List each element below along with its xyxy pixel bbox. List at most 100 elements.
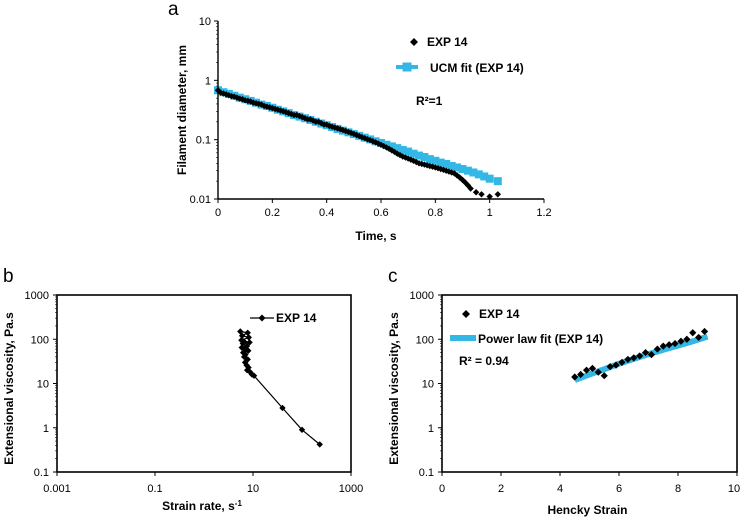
- x-tick-label: 10: [247, 483, 259, 495]
- x-tick-label: 0.6: [373, 207, 388, 219]
- x-tick-label: 0: [439, 483, 445, 495]
- ucm-fit-point: [474, 170, 483, 179]
- x-tick-label: 0: [215, 207, 221, 219]
- exp14-point: [437, 165, 444, 173]
- exp14-point: [588, 364, 597, 372]
- legend-label-exp14: EXP 14: [427, 35, 468, 49]
- exp14-point: [260, 102, 268, 110]
- x-tick-label: 1.2: [536, 207, 551, 219]
- ucm-fit-point: [463, 166, 472, 175]
- x-tick-label: 4: [557, 483, 563, 495]
- legend-marker-exp14: [258, 314, 266, 322]
- panel-c: c 0.1 1 10 100 1000 0 2 4 6 8 10 EXP 14 Power law fit…: [387, 266, 740, 517]
- y-axis-title: Extensional viscosity, Pa.s: [2, 312, 16, 465]
- exp14-point: [282, 109, 290, 116]
- ucm-fit-point: [393, 144, 402, 153]
- x-tick-label: 0.4: [319, 207, 334, 219]
- ucm-fit-point: [387, 142, 396, 151]
- y-tick-label: 100: [416, 334, 434, 346]
- legend-marker-exp14: [410, 38, 418, 46]
- exp14-point: [236, 95, 243, 102]
- exp14-point: [695, 333, 703, 342]
- exp14-point: [245, 334, 252, 341]
- ucm-fit-point: [453, 163, 462, 172]
- y-tick-label: 10: [422, 379, 434, 391]
- exp14-point: [244, 97, 252, 105]
- legend-label-exp14: EXP 14: [276, 311, 317, 325]
- exp14-point: [366, 136, 374, 144]
- ucm-fit-point: [415, 151, 424, 160]
- exp14-point: [641, 348, 650, 357]
- exp14-point: [618, 358, 626, 366]
- exp14-point: [472, 189, 480, 196]
- exp14-point: [606, 363, 614, 371]
- exp14-point: [671, 339, 679, 348]
- ucm-fit-point: [442, 159, 451, 168]
- annotation-r2: R² = 0.94: [459, 354, 509, 368]
- exp14-point: [244, 329, 251, 336]
- exp14-point: [245, 347, 252, 354]
- exp14-point: [279, 404, 286, 412]
- ucm-fit-point: [431, 156, 440, 165]
- panel-b: b 0.1 1 10 100 1000 0.001 0.1 10 1000 EXP 14 Strain…: [2, 266, 363, 513]
- legend-label-ucm: UCM fit (EXP 14): [430, 61, 524, 75]
- ucm-fit-point: [409, 149, 418, 158]
- x-tick-label: 0.1: [147, 483, 162, 495]
- exp14-point: [683, 335, 691, 343]
- legend-marker-ucm: [402, 62, 412, 72]
- x-axis-title: Strain rate, s-1: [162, 499, 242, 514]
- exp14-point: [233, 94, 241, 101]
- ucm-fit-point: [458, 165, 467, 174]
- exp14-point: [448, 169, 455, 176]
- panel-label-a: a: [168, 0, 179, 20]
- ucm-fit-point: [469, 168, 478, 177]
- x-tick-label: 0.001: [43, 483, 71, 495]
- exp14-point: [594, 368, 602, 376]
- panel-label-c: c: [388, 266, 398, 287]
- exp14-point: [298, 426, 306, 433]
- exp14-point: [478, 191, 485, 198]
- y-axis-title: Filament diameter, mm: [175, 45, 189, 175]
- exp14-point: [415, 160, 423, 167]
- exp14-point: [271, 105, 279, 113]
- y-tick-label: 10: [199, 16, 211, 28]
- exp14-point: [659, 342, 667, 350]
- x-axis-title: Time, s: [355, 229, 396, 243]
- superscript: -1: [235, 499, 243, 508]
- exp14-point: [624, 355, 632, 364]
- panel-a: a 0.01 0.1 1 10 0 0.2 0.4 0.6 0.8 1 1.2 EXP 14 UCM fi…: [168, 0, 552, 243]
- exp14-point: [385, 145, 393, 153]
- exp14-point: [296, 112, 303, 120]
- y-tick-label: 100: [31, 334, 49, 346]
- exp14-point: [486, 193, 493, 200]
- exp14-point: [700, 327, 709, 336]
- exp14-point: [301, 115, 309, 122]
- exp14-point: [307, 116, 314, 123]
- y-tick-label: 1000: [25, 290, 49, 302]
- y-tick-label: 0.1: [419, 467, 434, 479]
- y-tick-label: 10: [37, 379, 49, 391]
- exp14-point: [241, 345, 248, 353]
- exp14-point: [630, 354, 638, 362]
- exp14-point: [571, 373, 579, 381]
- ucm-fit-point: [425, 155, 434, 164]
- exp14-point: [582, 366, 591, 374]
- x-tick-label: 10: [728, 483, 740, 495]
- annotation-r2: R²=1: [416, 94, 443, 108]
- exp14-point: [225, 92, 233, 99]
- x-tick-label: 2: [498, 483, 504, 495]
- x-tick-label: 1: [487, 207, 493, 219]
- ucm-fit-point: [493, 177, 502, 186]
- ucm-fit-point: [420, 153, 429, 162]
- x-tick-label: 8: [675, 483, 681, 495]
- ucm-fit-point: [404, 147, 413, 156]
- y-tick-label: 0.01: [190, 194, 211, 206]
- y-tick-label: 0.1: [34, 467, 49, 479]
- exp14-point: [577, 370, 585, 379]
- exp14-point: [237, 328, 244, 335]
- exp14-point: [689, 329, 697, 337]
- x-tick-label: 6: [616, 483, 622, 495]
- exp14-point: [494, 191, 502, 198]
- panel-label-b: b: [3, 266, 14, 287]
